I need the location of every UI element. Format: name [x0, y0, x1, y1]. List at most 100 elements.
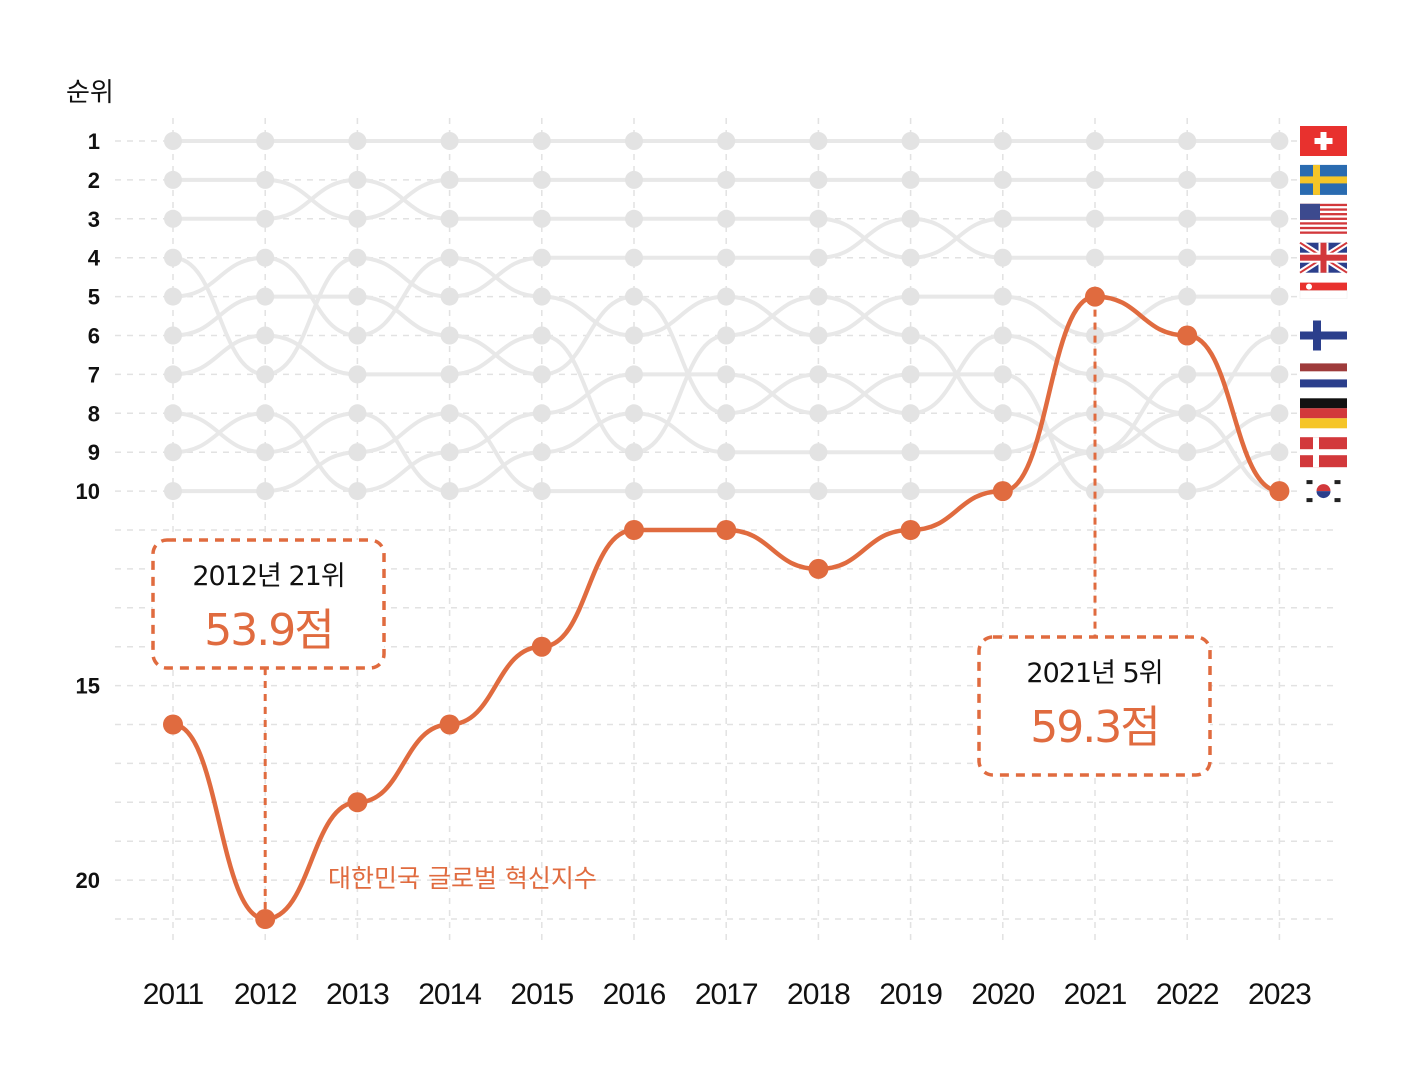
background-point [717, 365, 736, 384]
callout-title: 2012년 21위 [192, 561, 344, 592]
south-korea-flag-icon [1300, 476, 1347, 507]
background-point [625, 170, 643, 189]
background-point [1178, 287, 1197, 306]
callout-value: 53.9점 [204, 605, 332, 656]
background-point [440, 287, 459, 306]
x-tick-label: 2011 [143, 978, 204, 1011]
background-point [348, 443, 367, 462]
main-series [163, 286, 1290, 929]
x-tick-label: 2022 [1156, 978, 1219, 1011]
background-point [532, 443, 551, 462]
background-point [1178, 132, 1197, 150]
background-point [440, 132, 459, 150]
series-point [808, 558, 829, 579]
background-point [1178, 404, 1197, 423]
background-point [256, 482, 275, 501]
background-point [901, 404, 920, 423]
background-point [901, 365, 920, 384]
series-point [1085, 286, 1105, 307]
background-point [164, 209, 182, 228]
background-point [164, 326, 182, 345]
background-point [625, 404, 643, 423]
background-point [625, 326, 643, 345]
x-tick-label: 2014 [418, 978, 481, 1011]
series-point [900, 520, 921, 540]
background-point [348, 287, 367, 306]
background-point [1086, 443, 1104, 462]
background-point [532, 482, 551, 501]
background-point [809, 482, 828, 501]
background-point [1270, 365, 1289, 384]
background-point [717, 326, 736, 345]
denmark-flag-icon [1300, 437, 1347, 468]
background-point [256, 248, 275, 267]
background-point [348, 404, 367, 423]
background-point [901, 209, 920, 228]
background-point [809, 326, 828, 345]
background-point [901, 248, 920, 267]
x-tick-label: 2018 [787, 978, 850, 1011]
background-point [625, 248, 643, 267]
background-point [348, 365, 367, 384]
background-point [440, 326, 459, 345]
background-point [256, 132, 275, 150]
background-point [1086, 326, 1104, 345]
background-point [256, 287, 275, 306]
x-tick-label: 2013 [326, 978, 389, 1011]
background-point [809, 365, 828, 384]
background-point [625, 209, 643, 228]
background-point [717, 209, 736, 228]
background-point [1086, 482, 1104, 501]
series-label: 대한민국 글로벌 혁신지수 [328, 864, 597, 893]
y-tick-label: 4 [88, 246, 101, 271]
background-point [901, 132, 920, 150]
series-point [1269, 481, 1290, 502]
background-point [1178, 170, 1197, 189]
y-tick-label: 5 [88, 285, 100, 310]
series-point [1177, 325, 1198, 346]
background-point [809, 170, 828, 189]
background-point [256, 443, 275, 462]
series-point [624, 520, 644, 540]
background-point [440, 170, 459, 189]
background-point [993, 209, 1012, 228]
background-point [901, 170, 920, 189]
background-point [348, 170, 367, 189]
series-point [439, 714, 460, 735]
background-point [717, 170, 736, 189]
x-tick-label: 2016 [603, 978, 666, 1011]
background-point [256, 170, 275, 189]
germany-flag-icon [1300, 398, 1347, 429]
background-point [1270, 326, 1289, 345]
background-point [1086, 248, 1104, 267]
background-point [1178, 365, 1197, 384]
background-point [717, 443, 736, 462]
background-point [440, 248, 459, 267]
background-point [717, 248, 736, 267]
y-tick-label: 1 [88, 129, 100, 154]
background-points [164, 132, 1289, 501]
background-point [164, 132, 182, 150]
callouts: 2012년 21위 53.9점 2021년 5위 59.3점 [151, 296, 1212, 919]
background-point [1270, 132, 1289, 150]
y-axis-ticks: 1 2 3 4 5 6 7 8 9 10 15 20 [76, 129, 101, 893]
background-point [625, 443, 643, 462]
background-point [993, 443, 1012, 462]
switzerland-flag-icon [1300, 126, 1347, 156]
x-tick-label: 2017 [695, 978, 758, 1011]
series-point [992, 481, 1013, 502]
callout-box [977, 635, 1212, 777]
background-point [440, 482, 459, 501]
background-point [440, 443, 459, 462]
background-point [1270, 287, 1289, 306]
background-point [625, 287, 643, 306]
callout-box [151, 538, 386, 670]
country-flags [1298, 126, 1349, 507]
sweden-flag-icon [1300, 164, 1347, 195]
background-point [809, 132, 828, 150]
background-point [532, 170, 551, 189]
background-line [171, 216, 1282, 377]
background-point [164, 482, 182, 501]
x-tick-label: 2020 [971, 978, 1034, 1011]
y-tick-label: 15 [76, 674, 100, 699]
